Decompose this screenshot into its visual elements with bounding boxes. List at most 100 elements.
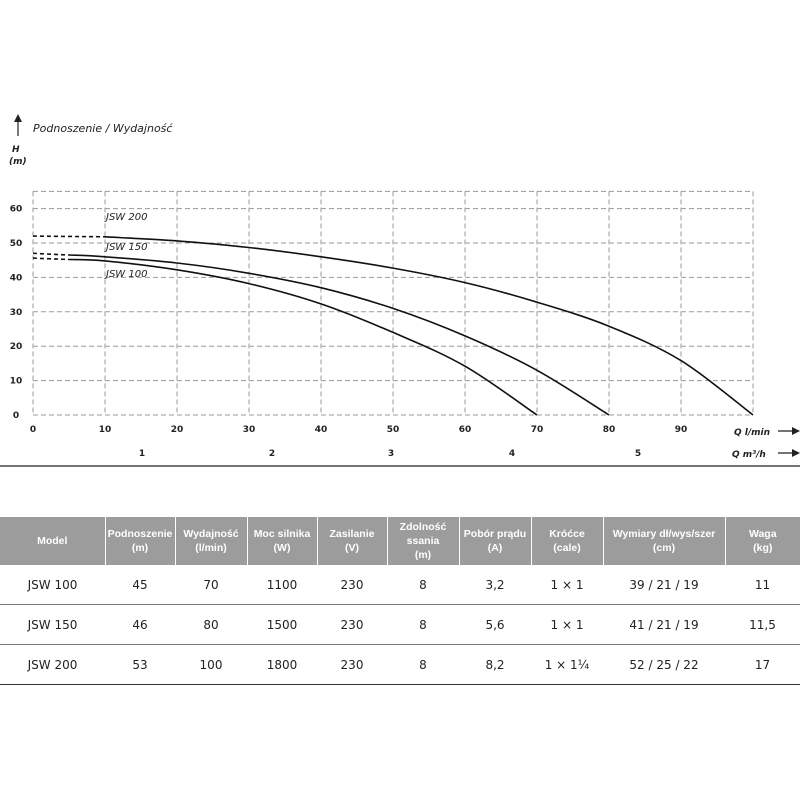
y-tick-label: 0 [13,411,19,421]
series-label: JSW 100 [104,269,147,280]
header-label: Króćce [549,528,585,540]
x-tick-label: 10 [99,425,112,435]
table-header-cell: Wymiary dł/wys/szer (cm) [602,517,725,565]
chart-grid [32,190,754,416]
curve-dashed-jsw-100 [32,257,70,261]
header-label: Moc silnika [253,528,311,540]
header-label: Waga [748,528,777,540]
x-tick-label: 20 [171,425,184,435]
curve-dashed-jsw-200 [32,235,106,238]
table-header-cell: Zdolność ssania (m) [386,517,459,565]
x2-tick-label: 4 [509,449,515,459]
curve-jsw-200 [104,236,754,416]
table-header-cell: Podnoszenie (m) [104,517,175,565]
x-tick-label: 0 [30,425,36,435]
table-cell: 230 [317,565,387,605]
table-row: JSW 100 45 70 1100 230 8 3,2 1 × 1 39 / 21 / 19 1… [0,565,800,605]
curve-dashed-jsw-150 [32,252,70,256]
table-cell: 80 [175,604,247,645]
table-row: JSW 150 46 80 1500 230 8 5,6 1 × 1 41 / 21 / 19 1… [0,604,800,645]
table-cell: 230 [317,604,387,645]
table-cell: 1100 [247,565,317,605]
table-cell: 8 [387,604,459,645]
y-tick-label: 40 [10,273,23,283]
header-label: Wymiary dł/wys/szer [612,528,716,540]
x-tick-label: 30 [243,425,256,435]
curve-jsw-100 [68,258,538,416]
table-cell: 52 / 25 / 22 [603,644,725,685]
x2-axis-label: Q m³/h [732,450,766,460]
table-cell: 5,6 [459,604,531,645]
x-tick-label: 40 [315,425,328,435]
table-header-cell: Waga (kg) [724,517,800,565]
x-tick-label: 50 [387,425,400,435]
y-axis-unit: (m) [9,157,27,167]
table-cell: 17 [725,644,800,685]
table-cell: 3,2 [459,565,531,605]
header-unit: (m) [131,542,149,554]
chart-curves [32,235,754,416]
y-tick-label: 50 [10,239,23,249]
header-unit: (kg) [753,542,773,554]
header-unit: (V) [345,542,359,554]
x2-tick-label: 5 [635,449,641,459]
x2-tick-label: 1 [139,449,145,459]
table-header-cell: Pobór prądu (A) [458,517,531,565]
table-cell: 41 / 21 / 19 [603,604,725,645]
table-cell: 8 [387,565,459,605]
table-header-row: Model Podnoszenie (m) Wydajność (l/min) Moc s… [0,517,800,565]
chart-title: Podnoszenie / Wydajność [33,122,173,135]
y-axis-label: H [12,145,20,155]
header-unit: (l/min) [195,542,227,554]
header-unit: (m) [414,549,432,561]
table-cell: 11,5 [725,604,800,645]
x-tick-label: 70 [531,425,544,435]
x2-tick-label: 2 [269,449,275,459]
header-label: Pobór prądu [463,528,527,540]
table-cell: 1800 [247,644,317,685]
header-label: Wydajność [183,528,239,540]
table-header-cell: Zasilanie (V) [316,517,387,565]
x-axis-label: Q l/min [734,428,770,438]
table-cell: 53 [105,644,175,685]
table-cell: 70 [175,565,247,605]
table-cell: 100 [175,644,247,685]
table-cell: 230 [317,644,387,685]
pump-performance-chart: Podnoszenie / WydajnośćH(m)0102030405060… [0,114,800,467]
table-row: JSW 200 53 100 1800 230 8 8,2 1 × 1¼ 52 / 25 / 2… [0,644,800,685]
table-cell: 8 [387,644,459,685]
y-tick-label: 60 [10,205,23,215]
header-unit: (cm) [652,542,676,554]
x2-tick-label: 3 [388,449,394,459]
arrow-right-icon [792,427,800,435]
y-tick-label: 20 [10,342,23,352]
table-cell: JSW 150 [0,604,105,645]
header-unit: (A) [487,542,503,554]
table-cell: 8,2 [459,644,531,685]
header-label: Zasilanie [329,528,375,540]
table-header-cell: Model [0,517,105,565]
pump-spec-table: Model Podnoszenie (m) Wydajność (l/min) Moc s… [0,517,800,685]
table-cell: 1500 [247,604,317,645]
table-header-cell: Króćce (cale) [530,517,603,565]
table-header-cell: Wydajność (l/min) [174,517,247,565]
x-tick-label: 60 [459,425,472,435]
header-unit: (cale) [553,542,581,554]
table-cell: 1 × 1 [531,565,603,605]
header-unit: (W) [273,542,291,554]
arrow-up-icon [14,114,22,122]
header-label: Model [37,535,68,547]
curve-jsw-150 [68,254,610,416]
series-label: JSW 150 [104,242,147,253]
table-header-cell: Moc silnika (W) [246,517,317,565]
header-label: Podnoszenie [107,528,173,540]
table-cell: 46 [105,604,175,645]
table-cell: JSW 100 [0,565,105,605]
table-cell: 11 [725,565,800,605]
table-cell: 1 × 1¼ [531,644,603,685]
x-tick-label: 80 [603,425,616,435]
y-tick-label: 10 [10,377,23,387]
table-cell: JSW 200 [0,644,105,685]
chart-axes [0,114,800,467]
header-label: Zdolność ssania [399,521,447,547]
